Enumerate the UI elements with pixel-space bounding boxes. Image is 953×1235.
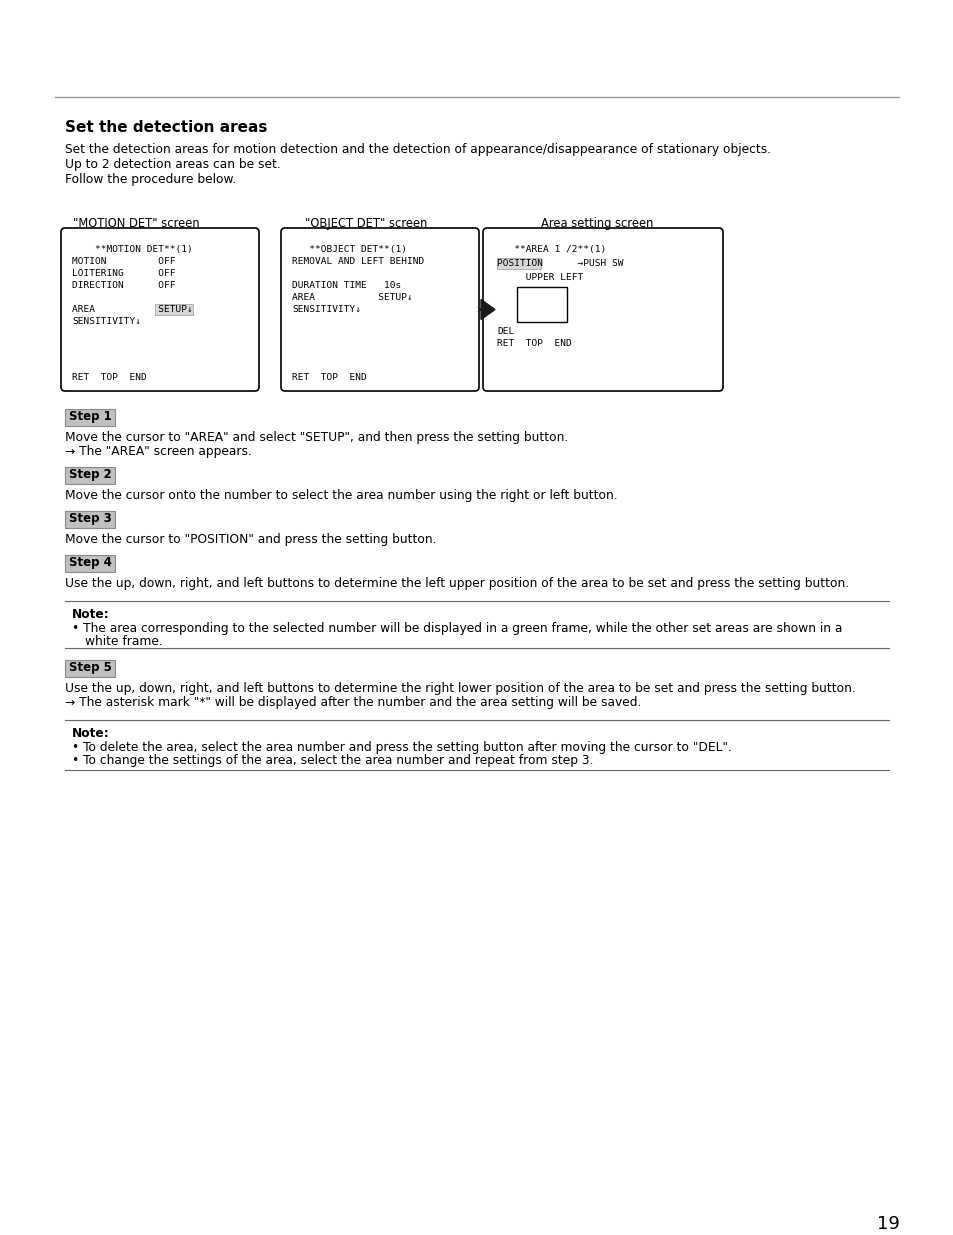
Text: Step 3: Step 3 xyxy=(69,513,112,525)
FancyBboxPatch shape xyxy=(281,228,478,391)
Bar xyxy=(65,511,115,529)
Text: "OBJECT DET" screen: "OBJECT DET" screen xyxy=(305,217,427,230)
Text: **OBJECT DET**(1): **OBJECT DET**(1) xyxy=(292,245,407,254)
Bar xyxy=(154,304,193,315)
Text: Up to 2 detection areas can be set.: Up to 2 detection areas can be set. xyxy=(65,158,280,170)
Text: DEL: DEL xyxy=(497,327,514,336)
Text: LOITERING      OFF: LOITERING OFF xyxy=(71,269,175,278)
Text: • To change the settings of the area, select the area number and repeat from ste: • To change the settings of the area, se… xyxy=(71,755,593,767)
Text: Step 2: Step 2 xyxy=(69,468,112,480)
Text: Follow the procedure below.: Follow the procedure below. xyxy=(65,173,236,186)
Bar xyxy=(65,409,115,426)
Text: RET  TOP  END: RET TOP END xyxy=(292,373,366,382)
Text: SENSITIVITY↓: SENSITIVITY↓ xyxy=(292,305,360,314)
Text: • The area corresponding to the selected number will be displayed in a green fra: • The area corresponding to the selected… xyxy=(71,622,841,635)
Text: "MOTION DET" screen: "MOTION DET" screen xyxy=(73,217,199,230)
Text: AREA           SETUP↓: AREA SETUP↓ xyxy=(71,305,193,314)
Text: Move the cursor to "AREA" and select "SETUP", and then press the setting button.: Move the cursor to "AREA" and select "SE… xyxy=(65,431,568,445)
Text: Set the detection areas for motion detection and the detection of appearance/dis: Set the detection areas for motion detec… xyxy=(65,143,770,156)
Text: Use the up, down, right, and left buttons to determine the left upper position o: Use the up, down, right, and left button… xyxy=(65,577,848,590)
Text: → The asterisk mark "*" will be displayed after the number and the area setting : → The asterisk mark "*" will be displaye… xyxy=(65,697,640,709)
Text: MOTION         OFF: MOTION OFF xyxy=(71,257,175,266)
Text: Step 1: Step 1 xyxy=(69,410,112,424)
Text: 19: 19 xyxy=(876,1215,899,1233)
Bar xyxy=(517,287,566,322)
Text: SENSITIVITY↓: SENSITIVITY↓ xyxy=(71,317,141,326)
Text: **AREA 1 /2**(1): **AREA 1 /2**(1) xyxy=(497,245,605,254)
Text: Note:: Note: xyxy=(71,608,110,621)
Text: Step 4: Step 4 xyxy=(69,556,112,569)
Text: UPPER LEFT: UPPER LEFT xyxy=(497,273,582,282)
Bar xyxy=(497,258,540,269)
Text: AREA           SETUP↓: AREA SETUP↓ xyxy=(292,293,413,303)
Text: **MOTION DET**(1): **MOTION DET**(1) xyxy=(71,245,193,254)
Bar xyxy=(65,467,115,484)
Text: • To delete the area, select the area number and press the setting button after : • To delete the area, select the area nu… xyxy=(71,741,731,755)
Text: DURATION TIME   10s: DURATION TIME 10s xyxy=(292,282,401,290)
Text: Area setting screen: Area setting screen xyxy=(540,217,653,230)
Bar xyxy=(65,555,115,572)
Text: Use the up, down, right, and left buttons to determine the right lower position : Use the up, down, right, and left button… xyxy=(65,682,855,695)
Text: Move the cursor onto the number to select the area number using the right or lef: Move the cursor onto the number to selec… xyxy=(65,489,617,501)
Text: Step 5: Step 5 xyxy=(69,661,112,674)
Text: RET  TOP  END: RET TOP END xyxy=(71,373,147,382)
Bar xyxy=(65,659,115,677)
Text: Move the cursor to "POSITION" and press the setting button.: Move the cursor to "POSITION" and press … xyxy=(65,534,436,546)
Text: → The "AREA" screen appears.: → The "AREA" screen appears. xyxy=(65,445,252,458)
Text: Note:: Note: xyxy=(71,727,110,740)
Text: Set the detection areas: Set the detection areas xyxy=(65,120,267,135)
FancyBboxPatch shape xyxy=(482,228,722,391)
Text: REMOVAL AND LEFT BEHIND: REMOVAL AND LEFT BEHIND xyxy=(292,257,424,266)
FancyArrow shape xyxy=(478,300,495,320)
FancyBboxPatch shape xyxy=(61,228,258,391)
Text: RET  TOP  END: RET TOP END xyxy=(497,338,571,348)
Text: POSITION      →PUSH SW: POSITION →PUSH SW xyxy=(497,259,623,268)
Text: white frame.: white frame. xyxy=(85,635,163,648)
Text: DIRECTION      OFF: DIRECTION OFF xyxy=(71,282,175,290)
